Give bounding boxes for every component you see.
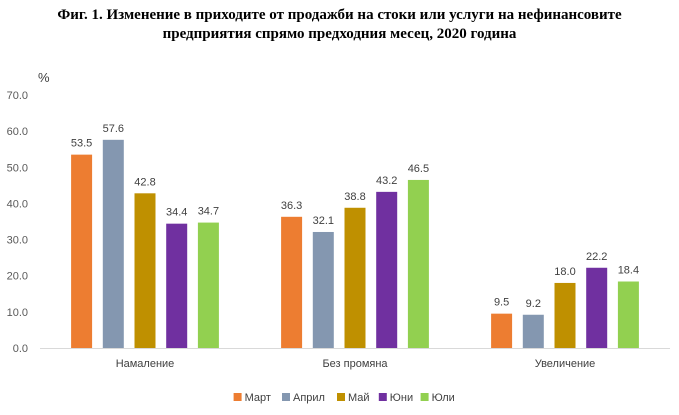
bar xyxy=(617,281,639,348)
legend-label: Юни xyxy=(390,392,413,404)
chart-title-line-1: Фиг. 1. Изменение в приходите от продажб… xyxy=(57,7,622,23)
y-tick-label: 30.0 xyxy=(7,235,28,247)
data-label: 22.2 xyxy=(586,251,607,263)
category-label: Без промяна xyxy=(322,358,388,370)
y-tick-label: 0.0 xyxy=(13,343,28,355)
legend-swatch xyxy=(378,393,387,401)
data-label: 18.0 xyxy=(554,266,575,278)
bar xyxy=(197,222,219,348)
data-label: 32.1 xyxy=(313,215,334,227)
data-label: 38.8 xyxy=(344,191,365,203)
bar xyxy=(134,193,156,348)
data-label: 42.8 xyxy=(134,176,155,188)
data-label: 9.5 xyxy=(494,297,509,309)
data-label: 53.5 xyxy=(71,138,92,150)
bar xyxy=(102,139,124,348)
category-label: Увеличение xyxy=(535,358,596,370)
legend-swatch xyxy=(233,393,242,401)
y-tick-label: 70.0 xyxy=(7,90,28,102)
y-tick-label: 10.0 xyxy=(7,307,28,319)
y-tick-label: 60.0 xyxy=(7,126,28,138)
bar xyxy=(491,313,513,348)
legend-label: Април xyxy=(293,392,325,404)
y-tick-label: 50.0 xyxy=(7,162,28,174)
data-label: 34.7 xyxy=(198,206,219,218)
bar xyxy=(554,282,576,348)
legend-label: Май xyxy=(348,392,370,404)
legend-swatch xyxy=(337,393,345,401)
bar xyxy=(71,154,93,348)
data-label: 9.2 xyxy=(526,298,541,310)
data-label: 43.2 xyxy=(376,175,397,187)
bar xyxy=(376,191,398,348)
legend-label: Юли xyxy=(432,392,455,404)
data-label: 34.4 xyxy=(166,207,187,219)
bar xyxy=(166,223,188,348)
category-labels: Намаление Без промяна Увеличение xyxy=(116,358,596,370)
bar xyxy=(586,267,608,348)
data-label: 57.6 xyxy=(103,123,124,135)
y-tick-label: 20.0 xyxy=(7,271,28,283)
y-tick-label: 40.0 xyxy=(7,198,28,210)
data-labels: 53.5 57.6 42.8 34.4 34.7 36.3 32.1 38.8 43.2 46.5… xyxy=(71,123,639,310)
legend: Март Април Май Юни Юли xyxy=(233,392,455,404)
bar xyxy=(407,179,429,348)
bars xyxy=(71,139,639,348)
bar xyxy=(522,314,544,348)
legend-swatch xyxy=(420,393,429,401)
data-label: 46.5 xyxy=(408,163,429,175)
chart-title-line-2: предприятия спрямо предходния месец, 202… xyxy=(162,26,517,42)
legend-label: Март xyxy=(245,392,271,404)
y-axis-unit-label: % xyxy=(38,70,50,85)
data-label: 18.4 xyxy=(618,265,639,277)
chart-title: Фиг. 1. Изменение в приходите от продажб… xyxy=(0,6,679,44)
data-label: 36.3 xyxy=(281,200,302,212)
bar xyxy=(281,216,303,348)
legend-swatch xyxy=(282,393,290,401)
category-label: Намаление xyxy=(116,358,175,370)
y-axis-ticks: 0.0 10.0 20.0 30.0 40.0 50.0 60.0 70.0 xyxy=(7,90,28,355)
bar xyxy=(344,207,366,348)
bar xyxy=(312,231,334,348)
